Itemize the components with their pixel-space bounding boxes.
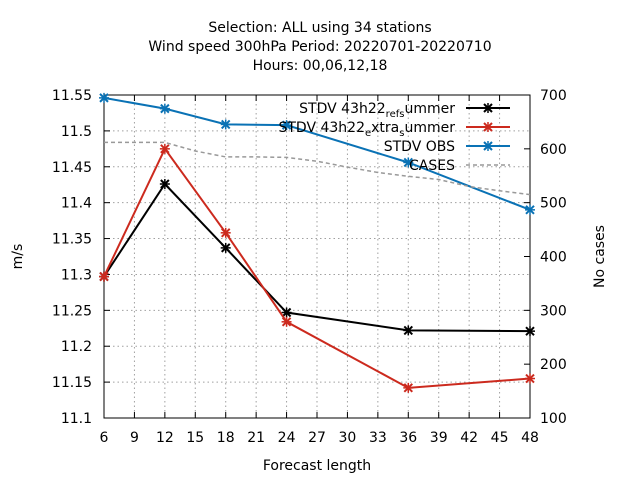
y2-tick-label: 200 [540, 357, 567, 373]
series-line [103, 96, 531, 211]
data-point [525, 326, 535, 337]
data-point [281, 307, 292, 318]
data-point [281, 316, 292, 327]
y2-tick-label: 600 [540, 142, 567, 158]
legend-item: CASES [409, 158, 510, 174]
x-tick-label: 9 [130, 430, 139, 446]
data-point [220, 119, 231, 130]
data-point [403, 382, 414, 393]
axis-ticks: 6 9 12 15 18 21 24 27 30 33 36 39 42 45 48 11.1 11.15 11.… [52, 88, 567, 446]
y2-tick-label: 300 [540, 303, 567, 319]
y2-axis-label: No cases [592, 225, 608, 288]
y-tick-label: 11.3 [61, 267, 92, 283]
y-tick-label: 11.5 [61, 124, 92, 140]
x-tick-label: 6 [100, 430, 109, 446]
y-axis-label: m/s [10, 244, 26, 270]
x-tick-label: 30 [339, 430, 357, 446]
data-point [159, 103, 170, 114]
data-point [281, 120, 292, 131]
legend-label: STDV 43h22e​xtras​ummer [278, 120, 455, 139]
data-point [525, 204, 535, 215]
y-tick-label: 11.45 [52, 160, 92, 176]
x-tick-label: 27 [308, 430, 326, 446]
x-tick-label: 12 [156, 430, 174, 446]
chart-title-line: Wind speed 300hPa Period: 20220701-20220… [148, 39, 491, 55]
data-point [99, 92, 109, 103]
data-point [220, 242, 231, 253]
data-point [159, 143, 170, 154]
legend-marker [483, 103, 493, 113]
data-point [525, 373, 535, 384]
x-tick-label: 45 [491, 430, 509, 446]
legend-item: STDV OBS [384, 139, 510, 155]
y-tick-label: 11.15 [52, 375, 92, 391]
x-tick-label: 33 [369, 430, 387, 446]
data-point [220, 227, 231, 238]
x-axis-label: Forecast length [263, 458, 371, 474]
legend-item: STDV 43h22ref​s​ummer [299, 101, 510, 120]
y-tick-label: 11.2 [61, 339, 92, 355]
y-tick-label: 11.4 [61, 196, 92, 212]
grid [104, 95, 530, 418]
y2-tick-label: 500 [540, 196, 567, 212]
y-tick-label: 11.1 [61, 411, 92, 427]
y2-tick-label: 400 [540, 250, 567, 266]
legend-item: STDV 43h22e​xtras​ummer [278, 120, 510, 139]
x-tick-label: 24 [278, 430, 296, 446]
series-0 [99, 179, 535, 337]
data-point [403, 325, 414, 336]
x-tick-label: 21 [247, 430, 265, 446]
chart-title: Selection: ALL using 34 stations Wind spe… [148, 20, 491, 74]
chart-title-line: Selection: ALL using 34 stations [208, 20, 431, 36]
data-point [159, 179, 170, 190]
data-point [99, 271, 109, 282]
y2-tick-label: 100 [540, 411, 567, 427]
series-line [103, 182, 531, 333]
legend-marker [483, 141, 493, 151]
x-tick-label: 39 [430, 430, 448, 446]
x-tick-label: 15 [186, 430, 204, 446]
y-tick-label: 11.25 [52, 303, 92, 319]
series-line [103, 146, 531, 389]
y2-tick-label: 700 [540, 88, 567, 104]
x-tick-label: 18 [217, 430, 235, 446]
data-point [403, 157, 414, 168]
y-tick-label: 11.35 [52, 232, 92, 248]
series-2 [99, 92, 535, 215]
chart-title-line: Hours: 00,06,12,18 [253, 58, 388, 74]
series [99, 92, 535, 393]
x-tick-label: 42 [460, 430, 478, 446]
y-tick-label: 11.55 [52, 88, 92, 104]
legend-label: CASES [409, 158, 455, 174]
legend-marker [483, 122, 493, 132]
legend-label: STDV OBS [384, 139, 455, 155]
series-3 [104, 141, 531, 196]
series-1 [99, 143, 535, 393]
x-tick-label: 36 [399, 430, 417, 446]
series-line [104, 141, 531, 196]
legend-label: STDV 43h22ref​s​ummer [299, 101, 455, 120]
x-tick-label: 48 [521, 430, 539, 446]
